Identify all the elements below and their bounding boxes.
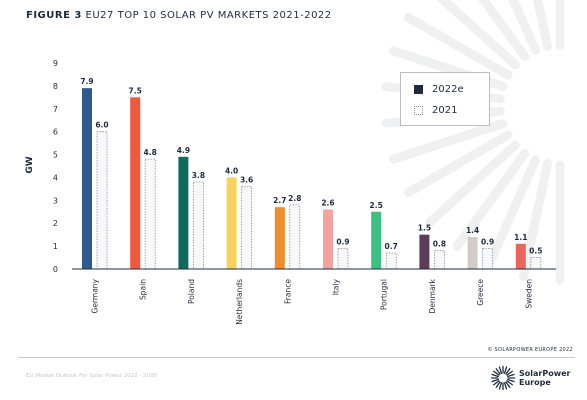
y-axis: 0 1 2 3 4 5 6 7 8 9 (53, 59, 58, 274)
y-axis-label: GW (25, 156, 35, 173)
value-label-2022e: 4.0 (225, 166, 238, 175)
bar-2021 (482, 247, 494, 270)
y-tick-label: 5 (53, 151, 58, 160)
legend-label-2021: 2021 (432, 104, 458, 116)
sunburst-ray (389, 119, 508, 164)
y-tick-label: 2 (53, 219, 58, 228)
value-label-2022e: 1.5 (418, 224, 431, 233)
y-tick-label: 8 (53, 82, 58, 91)
bar-2021 (433, 250, 445, 270)
x-tick-label: Greece (476, 279, 485, 306)
value-label-2022e: 7.9 (80, 77, 93, 86)
bar-2021 (385, 252, 397, 270)
y-tick-label: 1 (53, 242, 58, 251)
y-tick-label: 4 (53, 173, 58, 182)
value-label-2022e: 2.7 (273, 196, 286, 205)
bar-2021 (96, 131, 108, 270)
x-tick-label: Denmark (428, 278, 437, 313)
bar-2022e (371, 211, 382, 269)
brand-name: SolarPower Europe (519, 369, 570, 387)
copyright-text: © SOLARPOWER EUROPE 2022 (487, 347, 573, 353)
sunburst-decoration (381, 0, 565, 285)
value-label-2021: 3.6 (240, 176, 253, 185)
value-label-2021: 6.0 (95, 121, 108, 130)
x-tick-label: Portugal (380, 279, 389, 310)
value-label-2021: 0.5 (529, 247, 542, 256)
legend-swatch-2021 (414, 105, 423, 115)
value-label-2022e: 7.5 (129, 86, 142, 95)
sunburst-ray (478, 0, 530, 61)
bar-2021 (192, 181, 204, 270)
sunburst-ray (508, 0, 541, 55)
x-tick-label: France (283, 279, 292, 304)
x-tick-label: Sweden (524, 279, 533, 309)
value-label-2022e: 1.4 (466, 226, 479, 235)
value-label-2021: 2.8 (288, 194, 301, 203)
figure-title: FIGURE 3 EU27 TOP 10 SOLAR PV MARKETS 20… (26, 10, 332, 21)
legend-label-2022e: 2022e (432, 83, 464, 95)
bar-2022e (515, 243, 526, 269)
sunburst-ray (533, 0, 553, 51)
sunburst-ray (403, 13, 513, 80)
bar-2022e (178, 156, 189, 269)
brand-line-2: Europe (519, 378, 551, 387)
x-tick-label: Italy (332, 278, 341, 295)
x-axis: Germany Spain Poland Netherlands France Italy… (72, 268, 556, 325)
legend-item-2021: 2021 (414, 103, 457, 117)
bar-2022e (130, 97, 141, 269)
legend-item-2022e: 2022e (414, 82, 464, 96)
bar-2022e (274, 207, 285, 269)
figure-label: FIGURE 3 (26, 10, 82, 21)
value-label-2021: 0.7 (385, 242, 398, 251)
sunburst-ray (452, 149, 530, 252)
bar-2021 (530, 257, 542, 270)
y-tick-label: 6 (53, 128, 58, 137)
x-tick-label: Germany (91, 278, 100, 313)
y-tick-label: 7 (53, 105, 58, 114)
legend-swatch-2022e (414, 84, 423, 94)
y-tick-label: 9 (53, 59, 58, 68)
value-label-2022e: 2.5 (370, 201, 383, 210)
sunburst-ray (484, 155, 541, 270)
bars-group: 7.9 6.0 7.5 4.8 4.9 3.8 4.03.6 2.7 2.8 2.6 0.9 2.5 0… (80, 77, 542, 270)
report-title: EU Market Outlook For Solar Power 2022 -… (26, 373, 158, 379)
bar-2021 (144, 158, 156, 270)
value-label-2022e: 2.6 (321, 198, 334, 207)
value-label-2021: 0.9 (481, 237, 494, 246)
bar-2022e (82, 88, 92, 269)
value-label-2021: 0.8 (433, 240, 446, 249)
value-label-2022e: 1.1 (514, 233, 527, 242)
bar-2021 (289, 204, 301, 270)
sunburst-ray (519, 159, 553, 281)
bar-2022e (467, 236, 478, 269)
figure-title-text: EU27 TOP 10 SOLAR PV MARKETS 2021-2022 (85, 10, 332, 21)
bar-2022e (323, 209, 333, 269)
sunburst-ray (436, 0, 520, 70)
bar-2022e (419, 234, 430, 269)
legend: 2022e 2021 (400, 72, 490, 126)
footer-divider (18, 357, 575, 358)
value-label-2021: 3.8 (192, 171, 205, 180)
bar-2022e (226, 177, 237, 269)
value-label-2022e: 4.9 (177, 146, 190, 155)
bar-2021 (241, 186, 253, 270)
bar-2021 (337, 247, 349, 270)
x-tick-label: Netherlands (235, 279, 244, 325)
x-tick-label: Spain (139, 279, 148, 300)
x-tick-label: Poland (187, 279, 196, 304)
sunburst-logo-icon (490, 365, 516, 391)
sunburst-ray (425, 140, 520, 227)
brand-line-1: SolarPower (519, 369, 571, 378)
sunburst-ray (403, 130, 513, 197)
y-tick-label: 0 (53, 265, 58, 274)
value-label-2021: 4.8 (144, 148, 157, 157)
y-tick-label: 3 (53, 196, 58, 205)
value-label-2021: 0.9 (336, 237, 349, 246)
